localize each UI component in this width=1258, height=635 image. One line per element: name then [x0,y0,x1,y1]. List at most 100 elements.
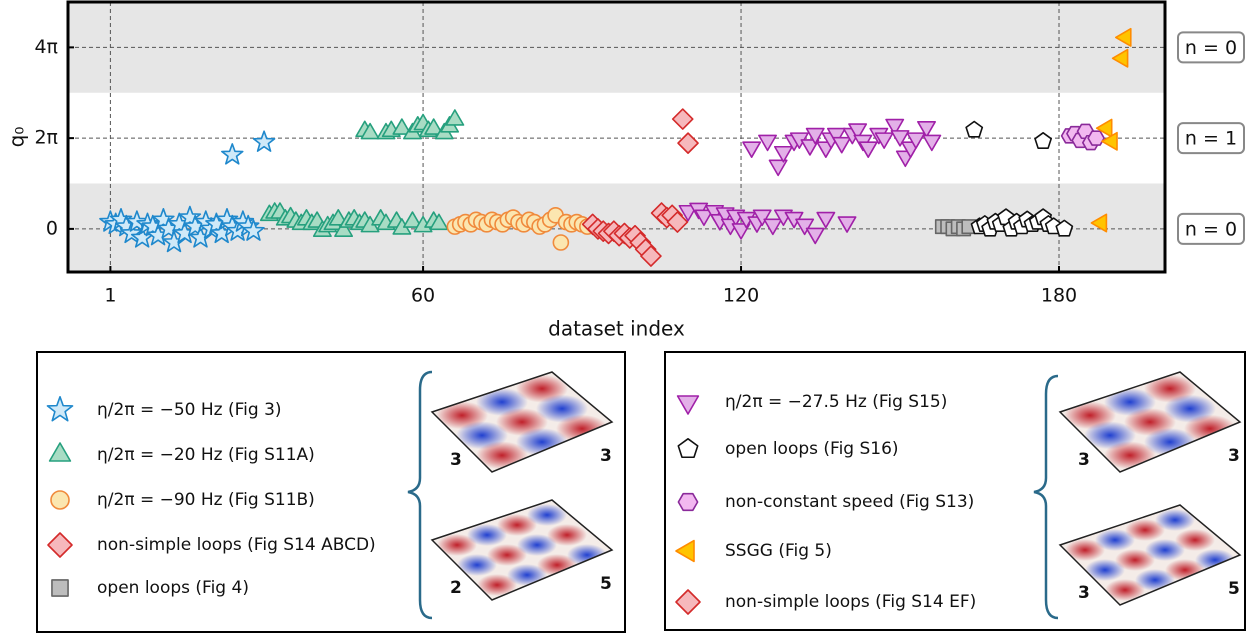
plot-frame [66,0,1167,274]
data-point [178,205,202,228]
y-axis-label: q₀ [5,127,29,148]
lobe [477,574,517,596]
legend-label: SSGG (Fig 5) [725,541,832,561]
lobe [1145,539,1185,561]
data-point [152,208,175,230]
data-point [832,136,852,154]
data-point [922,134,942,152]
legend-marker [50,490,70,510]
band-label-box [1177,212,1245,245]
data-point [773,145,793,163]
legend-box [36,351,626,633]
data-point [1087,130,1105,146]
lobe [1125,519,1165,541]
data-point [1095,118,1113,138]
data-point [252,130,276,152]
data-point [242,219,265,241]
legend-label: open loops (Fig S16) [725,439,899,459]
legend-label: η/2π = −20 Hz (Fig S11A) [97,445,315,465]
data-point [795,218,815,236]
surface-lobes [1064,374,1236,470]
legend-marker [48,442,72,462]
surface-label: 2 [450,578,462,598]
data-point [334,220,354,237]
band-label: n = 0 [1185,218,1237,240]
data-point [360,122,380,140]
data-point [1101,131,1118,151]
y-tick-label: 2π [34,127,58,149]
data-point [678,204,698,222]
legend-label: non-simple loops (Fig S14 EF) [725,592,976,612]
legend-label: non-simple loops (Fig S14 ABCD) [97,535,376,555]
lobe [547,524,587,546]
lobe [527,504,567,526]
legend-marker [675,539,695,563]
data-point [429,213,449,231]
legend-marker [677,438,699,459]
data-point [742,141,762,159]
legend-marker [677,492,699,512]
band-label-box [1177,31,1245,64]
data-point [917,120,936,138]
surface-label: 3 [1078,450,1090,470]
data-point [666,211,689,233]
band-label: n = 0 [1185,37,1237,59]
surface-label: 5 [600,574,612,594]
legend-marker [676,395,700,415]
lobe [487,544,527,566]
data-point [874,132,894,149]
data-point [837,216,857,233]
surface-lobes [437,504,607,596]
lobe [1155,509,1195,531]
legend-marker [46,396,74,422]
data-point [694,209,714,227]
data-point [1034,132,1052,149]
data-point [752,209,772,227]
data-point [890,130,910,147]
data-point [763,218,783,236]
data-point [800,139,820,156]
surface-edge [1058,371,1242,473]
data-point [1090,213,1108,233]
lobe [556,414,608,443]
data-point [671,108,694,130]
data-point [1055,219,1074,237]
x-tick-label: 120 [723,285,759,307]
legend-label: non-constant speed (Fig S13) [725,492,974,512]
surface-label: 3 [1228,446,1240,466]
lobe [1175,529,1215,551]
surface-label: 3 [1078,583,1090,603]
legend-label: open loops (Fig 4) [97,578,249,598]
data-point [805,227,825,245]
legend-label: η/2π = −50 Hz (Fig 3) [97,400,282,420]
data-point [805,127,825,145]
data-point [758,134,777,152]
data-point [640,245,662,267]
data-point [221,143,244,165]
data-point [1114,27,1132,47]
legend-label: η/2π = −90 Hz (Fig S11B) [97,490,315,510]
lobe [1105,579,1145,601]
surface-edge [1058,504,1242,606]
lobe [497,514,537,536]
surface-label: 3 [450,450,462,470]
band-label: n = 1 [1185,128,1237,150]
band-label-box [1177,122,1245,155]
data-point [120,221,143,244]
data-point [1111,48,1129,68]
legend-label: η/2π = −27.5 Hz (Fig S15) [725,392,947,412]
x-tick-label: 180 [1041,285,1077,307]
surface-label: 5 [1228,579,1240,599]
legend-box [664,351,1246,631]
data-point [731,223,751,240]
legend-marker [675,589,701,615]
lobe [457,554,497,576]
x-tick-label: 60 [411,285,435,307]
legend-marker [47,532,73,558]
data-point [816,211,836,229]
